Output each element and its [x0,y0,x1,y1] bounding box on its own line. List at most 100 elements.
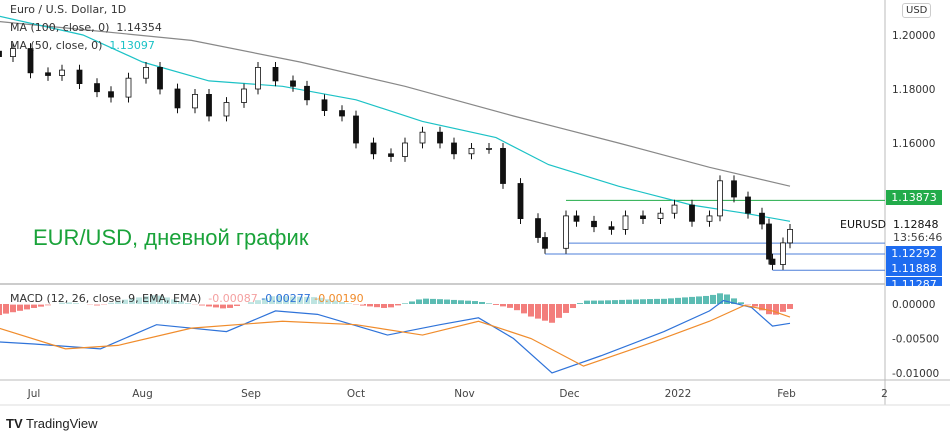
macd-histogram-bar [416,299,422,304]
candle-body [174,88,181,109]
macd-histogram-bar [542,304,548,321]
price-tag-support-1: 1.12292 [886,246,942,261]
macd-histogram-bar [220,304,226,309]
candle-body [339,110,345,117]
candle-body [745,196,751,214]
candle-body [517,183,524,219]
candle-body [535,218,541,238]
macd-histogram-bar [759,304,765,311]
candle-body [766,223,772,260]
chart-title: Euro / U.S. Dollar, 1D [10,3,127,16]
macd-hist-value: -0.00087 [208,292,258,305]
macd-histogram-bar [605,300,611,304]
macd-line-value: -0.00277 [261,292,311,305]
macd-histogram-bar [10,304,16,313]
candle-body [468,147,475,155]
macd-histogram-bar [374,304,380,308]
macd-histogram-bar [752,304,758,307]
price-tick-label: 1.20000 [892,30,935,42]
macd-histogram-bar [493,304,499,305]
macd-histogram-bar [689,296,695,304]
candle-body [59,69,65,76]
candle-body [388,153,394,157]
chart-annotation: EUR/USD, дневной график [33,225,309,250]
candle-body [45,72,51,76]
macd-histogram-bar [549,304,555,323]
macd-histogram-bar [640,299,646,304]
candle-body [304,85,310,101]
macd-histogram-bar [423,298,429,304]
macd-histogram-bar [31,304,37,308]
candle-body [780,242,786,265]
macd-histogram-bar [654,298,660,304]
macd-histogram-bar [528,304,534,317]
ma50-value: 1.13097 [109,39,155,52]
macd-histogram-bar [647,299,653,304]
time-tick-label: Feb [777,388,796,400]
ma100-label: MA (100, close, 0) [10,21,110,34]
macd-histogram-bar [227,304,233,308]
macd-histogram-bar [584,300,590,304]
macd-histogram-bar [668,298,674,304]
time-tick-label: Jul [27,388,41,400]
macd-histogram-bar [486,303,492,304]
time-tick-label: Oct [347,388,365,400]
macd-histogram-bar [556,304,562,318]
candle-body [622,215,629,230]
tradingview-logo[interactable]: TV TradingView [6,416,98,431]
ma100-line [0,20,791,187]
brand-name: TradingView [26,416,98,431]
candle-body [671,204,678,214]
macd-histogram-bar [17,304,23,311]
macd-histogram-bar [395,304,401,306]
time-tick-label: Nov [454,388,475,400]
macd-signal-value: -0.00190 [314,292,364,305]
macd-signal-line [0,304,791,367]
ma50-label: MA (50, close, 0) [10,39,103,52]
candle-body [206,94,212,117]
macd-tick-label: 0.00000 [892,299,935,311]
macd-histogram-bar [367,304,373,307]
candle-body [486,147,492,150]
candle-body [143,67,149,79]
candle-body [125,77,132,98]
candle-body [353,115,359,144]
candle-body [731,180,737,198]
candle-body [573,215,580,222]
candle-body [0,50,2,58]
macd-histogram-bar [703,295,709,304]
macd-histogram-bar [3,304,9,314]
macd-histogram-bar [766,304,772,315]
candle-body [706,215,713,222]
candle-body [157,67,163,90]
candle-body [290,80,296,87]
macd-histogram-bar [206,304,212,307]
candle-body [657,212,664,219]
candle-body [94,83,100,93]
macd-histogram-bar [479,301,485,304]
time-tick-label: 2022 [665,388,692,400]
macd-histogram-bar [570,304,576,309]
macd-histogram-bar [451,299,457,304]
macd-histogram-bar [0,304,2,316]
macd-histogram-bar [388,304,394,308]
macd-histogram-bar [444,299,450,304]
macd-histogram-bar [24,304,30,310]
ma100-value: 1.14354 [116,21,162,34]
macd-histogram-bar [773,304,779,315]
macd-tick-label: -0.01000 [892,368,939,380]
macd-histogram-bar [717,293,723,304]
currency-badge[interactable]: USD [902,3,932,18]
ma50-legend: MA (50, close, 0) 1.13097 [10,39,155,52]
macd-histogram-bar [682,297,688,304]
last-price: 1.12848 [893,218,939,231]
macd-histogram-bar [472,301,478,304]
candle-body [608,226,615,230]
candle-body [255,67,261,90]
macd-histogram-bar [465,300,471,304]
macd-histogram-bar [38,304,44,307]
macd-histogram-bar [598,300,604,304]
candle-body [272,67,279,82]
